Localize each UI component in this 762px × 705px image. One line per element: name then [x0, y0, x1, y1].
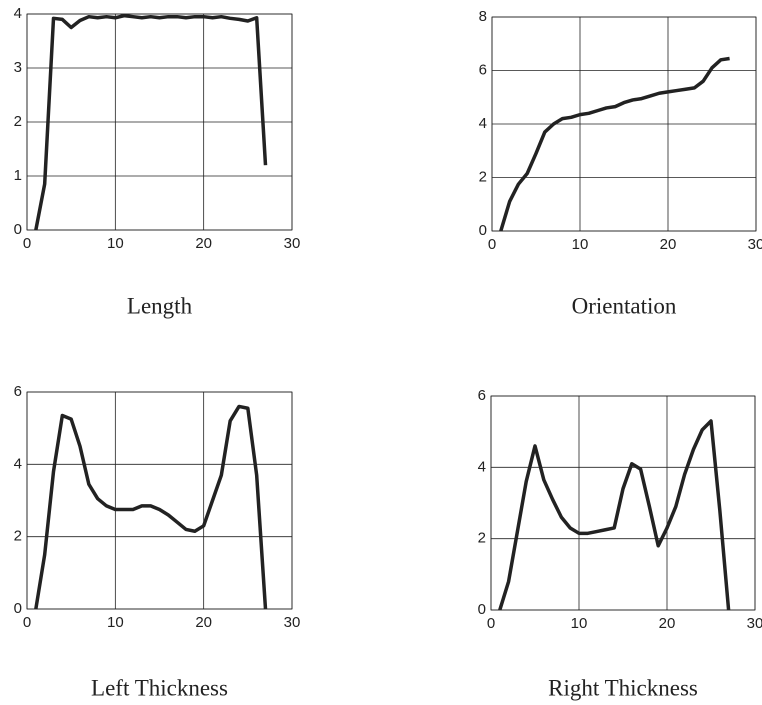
x-tick-label: 20 [659, 615, 676, 632]
x-tick-label: 20 [195, 235, 212, 252]
chart-title: Orientation [572, 293, 677, 318]
y-tick-label: 0 [14, 600, 22, 617]
y-tick-label: 6 [479, 61, 487, 78]
y-tick-label: 6 [478, 387, 486, 404]
y-tick-label: 2 [14, 528, 22, 545]
y-tick-label: 2 [478, 530, 486, 547]
x-tick-label: 30 [284, 614, 301, 631]
y-tick-label: 4 [478, 458, 486, 475]
data-line [499, 56, 730, 232]
y-tick-label: 4 [14, 455, 22, 472]
x-tick-label: 10 [572, 236, 589, 253]
x-tick-label: 0 [23, 614, 31, 631]
x-tick-label: 30 [284, 235, 301, 252]
y-tick-label: 0 [478, 601, 486, 618]
x-tick-label: 0 [23, 235, 31, 252]
plot-frame [26, 391, 293, 610]
x-tick-label: 30 [747, 615, 762, 632]
x-tick-label: 10 [107, 614, 124, 631]
x-tick-label: 10 [107, 235, 124, 252]
y-tick-label: 0 [479, 222, 487, 239]
y-tick-label: 2 [14, 113, 22, 130]
chart-title: Length [127, 293, 193, 318]
x-tick-label: 0 [487, 615, 495, 632]
y-tick-label: 3 [14, 59, 22, 76]
plot-frame [490, 395, 756, 611]
x-tick-label: 30 [748, 236, 762, 253]
x-tick-label: 0 [488, 236, 496, 253]
x-tick-label: 20 [195, 614, 212, 631]
y-tick-label: 4 [14, 5, 22, 22]
x-tick-label: 10 [571, 615, 588, 632]
y-tick-label: 6 [14, 383, 22, 400]
chart-title: Left Thickness [91, 675, 228, 700]
y-tick-label: 1 [14, 167, 22, 184]
y-tick-label: 8 [479, 8, 487, 25]
x-tick-label: 20 [660, 236, 677, 253]
y-tick-label: 2 [479, 168, 487, 185]
chart-title: Right Thickness [548, 675, 698, 700]
y-tick-label: 0 [14, 221, 22, 238]
y-tick-label: 4 [479, 115, 487, 132]
data-line [498, 419, 731, 611]
data-line [34, 13, 268, 231]
data-line [34, 404, 268, 610]
